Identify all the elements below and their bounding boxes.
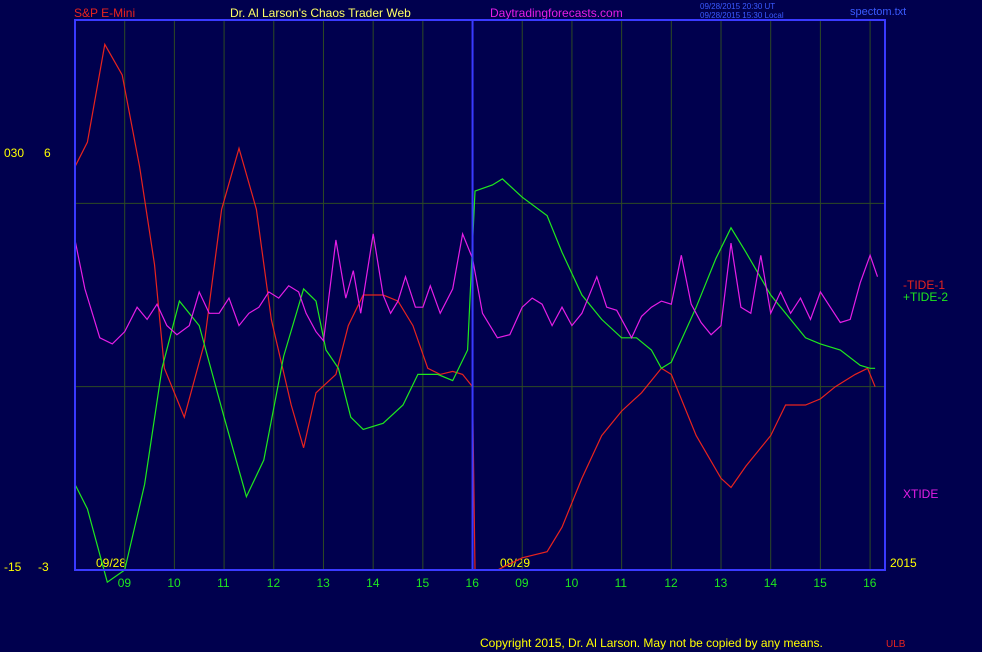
x-tick-label: 15 bbox=[415, 576, 430, 590]
legend-tide2: +TIDE-2 bbox=[903, 290, 949, 304]
ulb-mark: ULB bbox=[886, 639, 906, 650]
copyright-text: Copyright 2015, Dr. Al Larson. May not b… bbox=[480, 636, 823, 650]
series-layer bbox=[74, 42, 879, 584]
year-label: 2015 bbox=[890, 556, 917, 570]
chart-site-title: Dr. Al Larson's Chaos Trader Web bbox=[230, 6, 411, 20]
x-tick-label: 14 bbox=[763, 576, 778, 590]
legend-tide1: -TIDE-1 bbox=[903, 278, 945, 292]
x-tick-label: 09 bbox=[515, 576, 529, 590]
x-tick-label: 09 bbox=[117, 576, 132, 590]
x-tick-label: 10 bbox=[564, 576, 579, 590]
tide2-line bbox=[74, 178, 876, 584]
timestamp-local: 09/28/2015 15:30 Local bbox=[700, 11, 784, 20]
x-tick-label: 13 bbox=[714, 576, 728, 590]
x-tick-label: 16 bbox=[863, 576, 877, 590]
y-right-bottom-label: -3 bbox=[38, 560, 49, 574]
x-tick-label: 12 bbox=[664, 576, 678, 590]
y-right-top-label: 6 bbox=[44, 146, 51, 160]
chart-frame bbox=[74, 19, 886, 571]
xtide-line bbox=[74, 231, 879, 345]
plot-border bbox=[74, 19, 886, 571]
y-left-top-label: 030 bbox=[4, 146, 25, 160]
x-tick-label: 16 bbox=[465, 576, 479, 590]
grid-lines bbox=[75, 20, 885, 571]
x-tick-label: 11 bbox=[614, 576, 628, 590]
y-left-bottom-label: -15 bbox=[4, 560, 22, 574]
file-label: spectom.txt bbox=[850, 6, 907, 18]
x-tick-label: 13 bbox=[316, 576, 330, 590]
x-tick-label: 15 bbox=[813, 576, 827, 590]
x-tick-label: 12 bbox=[266, 576, 281, 590]
instrument-label: S&P E-Mini bbox=[74, 6, 136, 20]
x-tick-label: 10 bbox=[167, 576, 181, 590]
timestamp-ut: 09/28/2015 20:30 UT bbox=[700, 2, 776, 11]
x-tick-label: 11 bbox=[217, 576, 230, 590]
tide1-line bbox=[74, 42, 876, 571]
x-tick-label: 14 bbox=[366, 576, 380, 590]
site-link[interactable]: Daytradingforecasts.com bbox=[490, 6, 623, 20]
legend-xtide: XTIDE bbox=[903, 487, 939, 501]
